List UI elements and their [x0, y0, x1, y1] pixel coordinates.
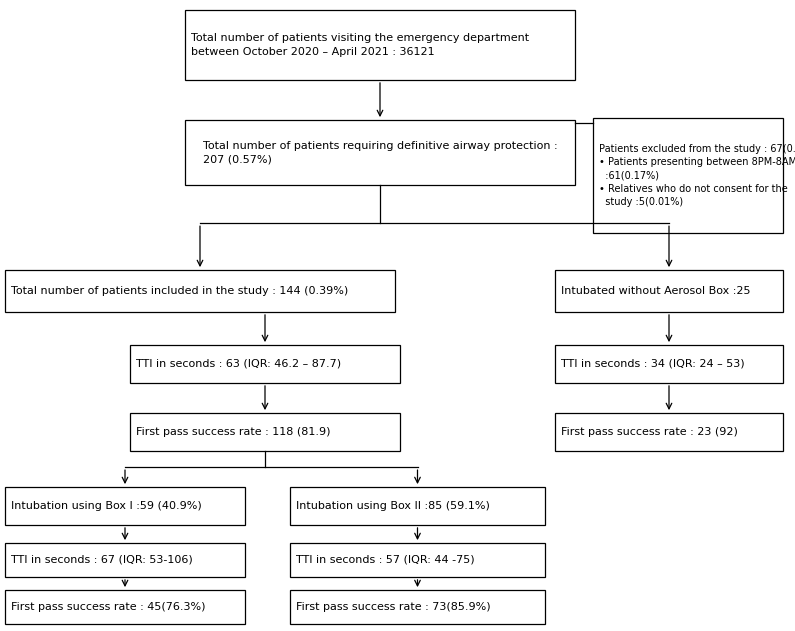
Text: First pass success rate : 118 (81.9): First pass success rate : 118 (81.9): [136, 427, 331, 437]
FancyBboxPatch shape: [593, 118, 783, 233]
FancyBboxPatch shape: [555, 270, 783, 312]
Text: Total number of patients visiting the emergency department
between October 2020 : Total number of patients visiting the em…: [191, 33, 529, 57]
FancyBboxPatch shape: [130, 413, 400, 451]
FancyBboxPatch shape: [555, 413, 783, 451]
Text: First pass success rate : 23 (92): First pass success rate : 23 (92): [561, 427, 738, 437]
Text: TTI in seconds : 34 (IQR: 24 – 53): TTI in seconds : 34 (IQR: 24 – 53): [561, 359, 745, 369]
FancyBboxPatch shape: [290, 590, 545, 624]
FancyBboxPatch shape: [5, 543, 245, 577]
Text: First pass success rate : 73(85.9%): First pass success rate : 73(85.9%): [296, 602, 491, 612]
Text: Total number of patients included in the study : 144 (0.39%): Total number of patients included in the…: [11, 286, 348, 296]
FancyBboxPatch shape: [5, 270, 395, 312]
Text: Patients excluded from the study : 67(0.18%)
• Patients presenting between 8PM-8: Patients excluded from the study : 67(0.…: [599, 144, 795, 207]
Text: Total number of patients requiring definitive airway protection :
207 (0.57%): Total number of patients requiring defin…: [203, 141, 557, 164]
FancyBboxPatch shape: [290, 543, 545, 577]
Text: TTI in seconds : 67 (IQR: 53-106): TTI in seconds : 67 (IQR: 53-106): [11, 555, 192, 565]
Text: Intubated without Aerosol Box :25: Intubated without Aerosol Box :25: [561, 286, 750, 296]
FancyBboxPatch shape: [185, 120, 575, 185]
Text: TTI in seconds : 57 (IQR: 44 -75): TTI in seconds : 57 (IQR: 44 -75): [296, 555, 475, 565]
Text: First pass success rate : 45(76.3%): First pass success rate : 45(76.3%): [11, 602, 205, 612]
Text: TTI in seconds : 63 (IQR: 46.2 – 87.7): TTI in seconds : 63 (IQR: 46.2 – 87.7): [136, 359, 341, 369]
FancyBboxPatch shape: [5, 590, 245, 624]
FancyBboxPatch shape: [290, 487, 545, 525]
Text: Intubation using Box I :59 (40.9%): Intubation using Box I :59 (40.9%): [11, 501, 202, 511]
FancyBboxPatch shape: [185, 10, 575, 80]
FancyBboxPatch shape: [5, 487, 245, 525]
FancyBboxPatch shape: [555, 345, 783, 383]
FancyBboxPatch shape: [130, 345, 400, 383]
Text: Intubation using Box II :85 (59.1%): Intubation using Box II :85 (59.1%): [296, 501, 490, 511]
